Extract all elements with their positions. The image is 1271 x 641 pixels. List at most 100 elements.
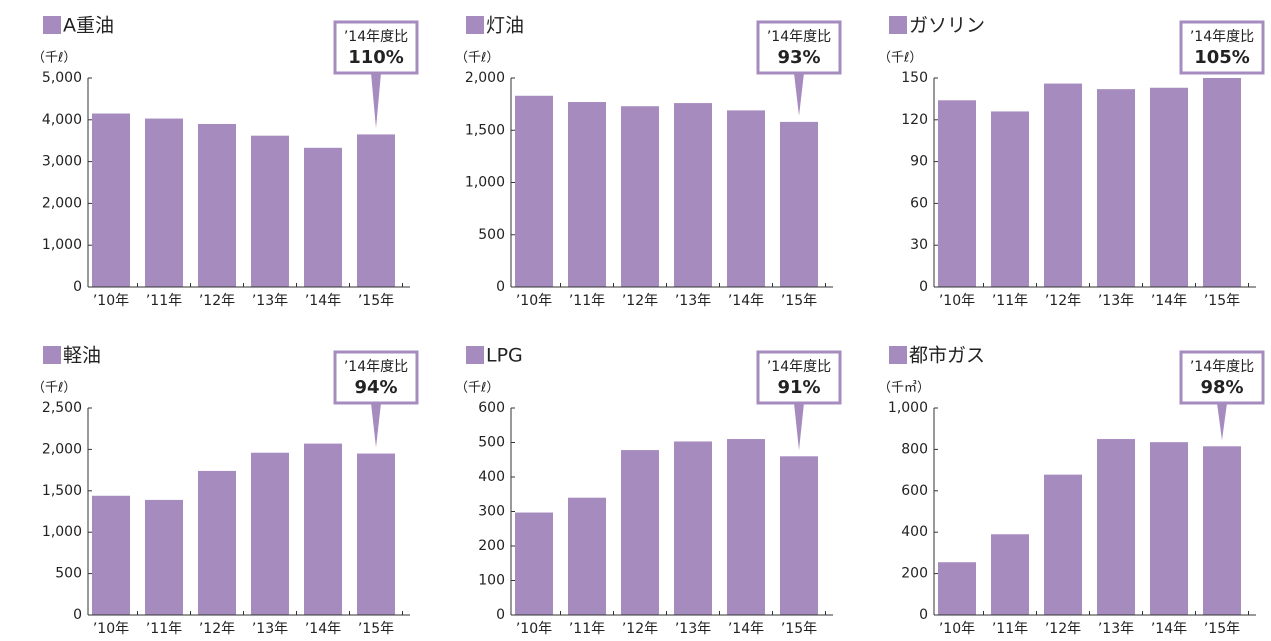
x-tick-label: ’14年: [305, 293, 341, 309]
bar: [515, 95, 553, 287]
y-tick-label: 500: [478, 227, 505, 243]
bar: [198, 123, 236, 287]
x-tick-label: ’14年: [728, 293, 764, 309]
x-tick-label: ’13年: [252, 621, 288, 637]
x-tick-label: ’10年: [93, 621, 129, 637]
unit-label: （千㎥）: [878, 381, 930, 396]
callout-box: [756, 20, 842, 75]
bar: [568, 497, 606, 615]
y-tick-label: 400: [478, 469, 505, 485]
x-tick-label: ’13年: [675, 621, 711, 637]
bar: [1150, 442, 1188, 615]
x-tick-label: ’15年: [358, 293, 394, 309]
bar: [251, 135, 289, 287]
bar: [304, 443, 342, 615]
bar: [357, 134, 395, 287]
unit-label: （千ℓ）: [32, 381, 76, 396]
bar: [1044, 474, 1082, 615]
chart-title: ガソリン: [909, 15, 985, 37]
bar: [1097, 439, 1135, 615]
bar: [92, 113, 130, 287]
bar: [1203, 446, 1241, 615]
bar: [568, 102, 606, 287]
bar: [145, 499, 183, 615]
x-tick-label: ’11年: [992, 621, 1028, 637]
y-tick-label: 0: [496, 279, 505, 295]
bar: [357, 453, 395, 615]
y-tick-label: 400: [901, 524, 928, 540]
y-tick-label: 1,500: [42, 483, 82, 499]
chart-title: A重油: [63, 15, 114, 37]
bar: [145, 118, 183, 288]
x-tick-label: ’11年: [569, 293, 605, 309]
y-tick-label: 90: [910, 154, 928, 170]
bar: [92, 495, 130, 615]
bar: [674, 103, 712, 287]
x-tick-label: ’13年: [1098, 293, 1134, 309]
x-tick-label: ’14年: [728, 621, 764, 637]
bar: [727, 439, 765, 615]
unit-label: （千ℓ）: [455, 51, 499, 66]
chart-title: 灯油: [486, 15, 524, 37]
y-tick-label: 3,000: [42, 154, 82, 170]
callout-label: ’14年度比: [344, 359, 408, 375]
y-tick-label: 600: [901, 483, 928, 499]
x-tick-label: ’13年: [675, 293, 711, 309]
bar: [1203, 78, 1241, 287]
callout-pointer: [1217, 403, 1227, 441]
x-tick-label: ’10年: [516, 293, 552, 309]
callout-value: 94%: [354, 377, 397, 398]
y-tick-label: 30: [910, 237, 928, 253]
title-marker: [43, 346, 61, 364]
x-tick-label: ’10年: [939, 621, 975, 637]
bar: [1150, 87, 1188, 288]
y-tick-label: 5,000: [42, 70, 82, 86]
callout-box: [1179, 350, 1265, 405]
unit-label: （千ℓ）: [455, 381, 499, 396]
x-tick-label: ’12年: [622, 293, 658, 309]
callout-value: 98%: [1200, 377, 1243, 398]
bar: [621, 106, 659, 287]
y-tick-label: 60: [910, 195, 928, 211]
y-tick-label: 1,000: [465, 175, 505, 191]
y-tick-label: 200: [478, 538, 505, 554]
unit-label: （千ℓ）: [878, 51, 922, 66]
title-marker: [466, 16, 484, 34]
y-tick-label: 100: [478, 573, 505, 589]
bar: [1097, 89, 1135, 287]
y-tick-label: 2,000: [465, 70, 505, 86]
callout-pointer: [371, 403, 381, 448]
y-tick-label: 120: [901, 112, 928, 128]
callout-label: ’14年度比: [1190, 359, 1254, 375]
x-tick-label: ’12年: [1045, 621, 1081, 637]
y-tick-label: 300: [478, 504, 505, 520]
y-tick-label: 500: [55, 566, 82, 582]
y-tick-label: 150: [901, 70, 928, 86]
y-tick-label: 500: [478, 435, 505, 451]
title-marker: [466, 346, 484, 364]
y-tick-label: 2,500: [42, 400, 82, 416]
bar: [991, 534, 1029, 615]
x-tick-label: ’13年: [252, 293, 288, 309]
y-tick-label: 1,000: [888, 400, 928, 416]
x-tick-label: ’12年: [1045, 293, 1081, 309]
x-tick-label: ’12年: [199, 293, 235, 309]
bar: [780, 456, 818, 615]
callout-label: ’14年度比: [344, 29, 408, 45]
callout-label: ’14年度比: [767, 359, 831, 375]
title-marker: [43, 16, 61, 34]
x-tick-label: ’14年: [305, 621, 341, 637]
x-tick-label: ’12年: [199, 621, 235, 637]
y-tick-label: 0: [919, 279, 928, 295]
y-tick-label: 1,500: [465, 122, 505, 138]
x-tick-label: ’15年: [358, 621, 394, 637]
chart-title: 都市ガス: [909, 345, 985, 367]
bar: [727, 110, 765, 288]
x-tick-label: ’15年: [1204, 621, 1240, 637]
y-tick-label: 0: [73, 279, 82, 295]
y-tick-label: 4,000: [42, 112, 82, 128]
callout-box: [756, 350, 842, 405]
x-tick-label: ’10年: [93, 293, 129, 309]
chart-title: LPG: [486, 345, 523, 367]
